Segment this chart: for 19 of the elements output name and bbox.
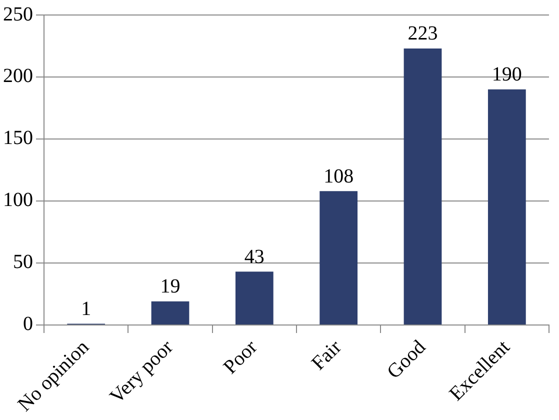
- bar: [151, 301, 190, 324]
- y-tick-label: 250: [3, 3, 33, 26]
- y-tick-label: 0: [23, 313, 33, 336]
- data-label: 223: [408, 22, 438, 45]
- x-tick-label: Fair: [307, 336, 346, 375]
- data-label: 43: [244, 246, 264, 268]
- y-tick-label: 200: [3, 65, 33, 88]
- bar: [404, 48, 442, 324]
- bar: [320, 191, 358, 324]
- y-tick-label: 50: [13, 251, 33, 274]
- data-label: 1: [81, 298, 92, 320]
- data-label: 19: [160, 276, 180, 298]
- data-label: 190: [492, 64, 522, 86]
- bar: [488, 89, 526, 324]
- y-tick-label: 100: [3, 189, 33, 212]
- bar: [235, 272, 274, 324]
- y-tick-label: 150: [3, 127, 33, 150]
- data-label: 108: [324, 165, 354, 188]
- x-tick-label: Poor: [219, 336, 262, 378]
